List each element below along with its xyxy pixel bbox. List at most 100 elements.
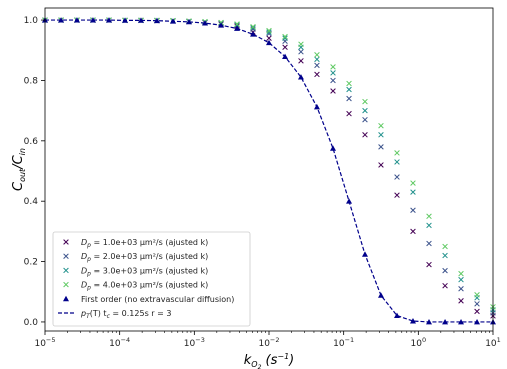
series-0-point-21 bbox=[378, 162, 384, 168]
legend-entry-5: pT(T) tc = 0.125s r = 3 bbox=[58, 309, 171, 320]
series-layer bbox=[42, 17, 496, 325]
series-4-point-23 bbox=[409, 318, 416, 324]
series-2-point-22 bbox=[394, 159, 400, 165]
legend-entry-4: First order (no extravascular diffusion) bbox=[63, 295, 234, 304]
y-tick-label-4: 0.8 bbox=[24, 76, 39, 86]
series-2-point-21 bbox=[378, 132, 384, 138]
x-tick-label-1: 10−4 bbox=[109, 336, 130, 349]
x-tick-label-6: 101 bbox=[485, 336, 501, 349]
series-0-point-25 bbox=[442, 282, 448, 289]
series-2-point-20 bbox=[362, 107, 368, 114]
series-4-point-26 bbox=[458, 318, 465, 325]
y-tick-label-5: 1.0 bbox=[24, 16, 39, 26]
series-4-point-3 bbox=[89, 17, 96, 23]
legend: Dp = 1.0e+03 μm²/s (ajusted k) Dp = 2.0e+… bbox=[52, 231, 251, 327]
legend-label-5: pT(T) tc = 0.125s r = 3 bbox=[80, 309, 171, 320]
series-0-point-20 bbox=[362, 132, 368, 138]
series-1-point-25 bbox=[442, 267, 448, 274]
series-3-point-27 bbox=[474, 292, 480, 298]
series-3-point-23 bbox=[410, 180, 416, 186]
legend-marker-2 bbox=[63, 267, 69, 274]
series-2-point-24 bbox=[426, 222, 432, 229]
series-2-point-25 bbox=[442, 252, 448, 259]
series-1-point-16 bbox=[298, 49, 304, 55]
series-2-point-18 bbox=[330, 70, 336, 76]
series-3-point-18 bbox=[330, 64, 336, 70]
series-1-point-27 bbox=[474, 301, 480, 307]
series-4-point-16 bbox=[297, 74, 304, 80]
series-4-point-10 bbox=[202, 20, 209, 26]
series-0-point-22 bbox=[394, 192, 400, 198]
series-2-point-13 bbox=[250, 24, 256, 31]
series-4-point-4 bbox=[106, 17, 113, 23]
x-axis-label: kO2 (s−1) bbox=[244, 352, 295, 369]
legend-entry-0: Dp = 1.0e+03 μm²/s (ajusted k) bbox=[63, 238, 208, 249]
series-1-point-26 bbox=[458, 285, 464, 292]
series-2-point-15 bbox=[282, 35, 288, 41]
series-4-point-18 bbox=[330, 145, 337, 151]
series-0-point-23 bbox=[410, 228, 416, 235]
legend-label-4: First order (no extravascular diffusion) bbox=[81, 295, 234, 304]
legend-entry-1: Dp = 2.0e+03 μm²/s (ajusted k) bbox=[63, 252, 208, 263]
x-tick-label-2: 10−3 bbox=[184, 336, 205, 349]
series-3-point-25 bbox=[442, 243, 448, 250]
legend-entry-2: Dp = 3.0e+03 μm²/s (ajusted k) bbox=[63, 266, 208, 277]
x-tick-label-4: 10−1 bbox=[333, 336, 354, 349]
series-0-point-19 bbox=[346, 110, 352, 117]
series-3-point-14 bbox=[266, 27, 272, 34]
y-tick-label-2: 0.4 bbox=[24, 197, 39, 207]
legend-label-3: Dp = 4.0e+03 μm²/s (ajusted k) bbox=[81, 281, 208, 292]
series-0-point-14 bbox=[266, 35, 272, 41]
series-1-point-20 bbox=[362, 116, 368, 123]
legend-entry-3: Dp = 4.0e+03 μm²/s (ajusted k) bbox=[63, 281, 208, 292]
series-1-point-17 bbox=[314, 62, 320, 69]
series-3-point-22 bbox=[394, 150, 400, 156]
series-3-point-12 bbox=[234, 21, 240, 27]
axes-layer: 10−5 10−4 10−3 10−2 10−1 100 101 0.0 0.2 0.4 0.6 0.… bbox=[24, 7, 501, 349]
y-tick-label-1: 0.2 bbox=[24, 258, 38, 268]
series-1-point-24 bbox=[426, 240, 432, 247]
legend-marker-0 bbox=[63, 239, 69, 245]
series-3-point-26 bbox=[458, 270, 464, 277]
series-0-point-17 bbox=[314, 71, 320, 78]
series-3-point-17 bbox=[314, 52, 320, 58]
legend-box bbox=[52, 231, 251, 327]
series-0-point-15 bbox=[282, 44, 288, 50]
series-1-point-18 bbox=[330, 77, 336, 84]
series-5-line bbox=[45, 19, 493, 323]
series-0-point-27 bbox=[474, 308, 480, 315]
series-1-point-19 bbox=[346, 95, 352, 102]
series-3-point-13 bbox=[250, 23, 256, 30]
series-3-point-21 bbox=[378, 122, 384, 129]
series-0-point-26 bbox=[458, 298, 464, 304]
series-4-point-1 bbox=[58, 17, 65, 23]
y-tick-label-0: 0.0 bbox=[24, 318, 39, 328]
series-3-point-20 bbox=[362, 98, 368, 105]
series-1-point-22 bbox=[394, 174, 400, 180]
series-2-point-19 bbox=[346, 86, 352, 93]
series-0-point-16 bbox=[298, 58, 304, 64]
legend-label-1: Dp = 2.0e+03 μm²/s (ajusted k) bbox=[81, 252, 208, 263]
legend-marker-3 bbox=[63, 281, 69, 288]
series-4-point-6 bbox=[137, 17, 144, 23]
series-3-point-19 bbox=[346, 80, 352, 87]
y-tick-label-3: 0.6 bbox=[24, 137, 39, 147]
series-0-point-24 bbox=[426, 261, 432, 268]
legend-marker-1 bbox=[63, 253, 69, 259]
series-2-point-26 bbox=[458, 276, 464, 283]
x-tick-label-0: 10−5 bbox=[34, 336, 55, 349]
series-1-point-23 bbox=[410, 207, 416, 214]
series-3-point-16 bbox=[298, 41, 304, 47]
series-2-point-23 bbox=[410, 189, 416, 195]
series-3-point-15 bbox=[282, 33, 288, 40]
series-5 bbox=[45, 19, 493, 323]
legend-label-2: Dp = 3.0e+03 μm²/s (ajusted k) bbox=[81, 266, 208, 277]
y-axis-label: Cout/Cin bbox=[11, 148, 27, 191]
series-1-point-13 bbox=[250, 26, 256, 32]
legend-label-0: Dp = 1.0e+03 μm²/s (ajusted k) bbox=[81, 238, 208, 249]
series-3-point-24 bbox=[426, 213, 432, 220]
series-0-point-18 bbox=[330, 88, 336, 94]
series-2-point-14 bbox=[266, 29, 272, 35]
x-tick-label-5: 100 bbox=[411, 336, 427, 349]
